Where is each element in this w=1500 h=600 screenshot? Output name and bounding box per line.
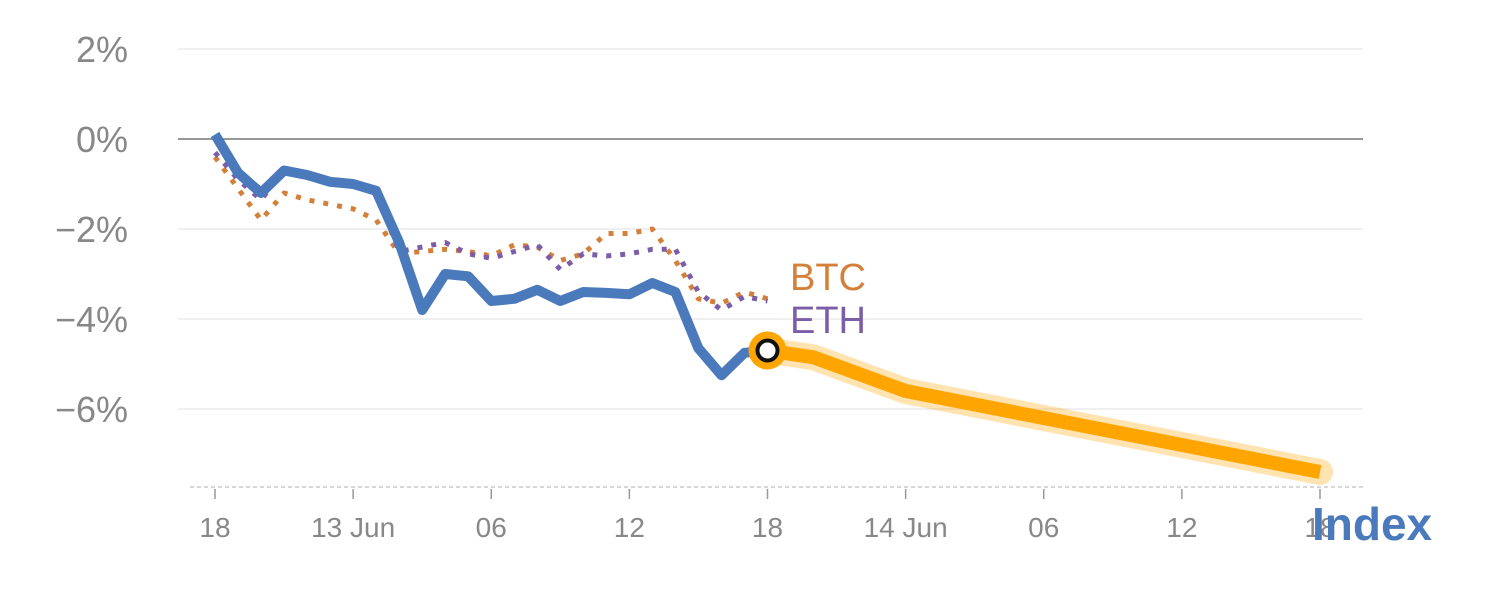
y-tick-label: −6% <box>55 389 128 430</box>
y-tick-label: 0% <box>76 119 128 160</box>
btc-label: BTC <box>790 257 866 299</box>
y-tick-label: −4% <box>55 299 128 340</box>
forecast-line <box>766 343 1322 479</box>
x-tick-label: 18 <box>752 512 783 543</box>
x-tick-label: 12 <box>614 512 645 543</box>
y-axis-ticks: 2% 0% −2% −4% −6% <box>55 29 128 430</box>
x-tick-label: 18 <box>1304 512 1335 543</box>
x-axis: 18 13 Jun 06 12 18 14 Jun 06 12 18 <box>190 486 1363 543</box>
x-tick-label: 12 <box>1166 512 1197 543</box>
index-label: Index <box>1312 498 1433 550</box>
x-tick-label: 13 Jun <box>311 512 395 543</box>
x-tick-label: 14 Jun <box>864 512 948 543</box>
gridlines <box>178 48 1363 410</box>
series-lines <box>210 131 1333 485</box>
btc-line <box>212 155 769 306</box>
x-tick-label: 06 <box>476 512 507 543</box>
marker-dot <box>755 338 780 363</box>
eth-label: ETH <box>790 300 866 342</box>
x-tick-label: 06 <box>1028 512 1059 543</box>
y-tick-label: −2% <box>55 209 128 250</box>
x-tick-label: 18 <box>199 512 230 543</box>
y-tick-label: 2% <box>76 29 128 70</box>
current-point-marker <box>748 331 787 370</box>
index-line <box>210 131 768 381</box>
